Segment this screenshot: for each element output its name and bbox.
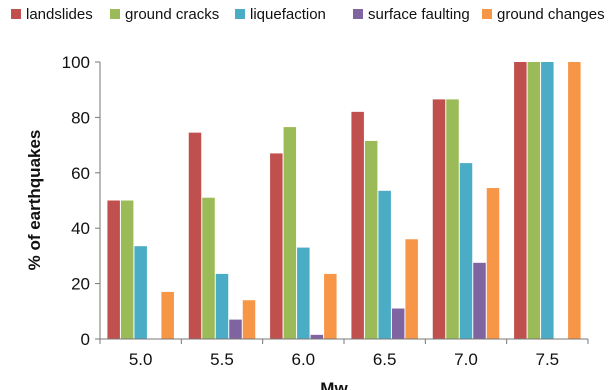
bar-ground-cracks-5.0 xyxy=(120,200,134,339)
bar-ground-cracks-7.5 xyxy=(527,62,541,339)
bar-surface-faulting-7.0 xyxy=(473,262,486,339)
bar-ground-changes-7.0 xyxy=(486,188,500,339)
bar-ground-changes-7.5 xyxy=(568,62,581,339)
y-tick-label: 80 xyxy=(71,108,90,127)
bar-landslides-5.0 xyxy=(107,200,120,339)
bar-liquefaction-7.0 xyxy=(459,163,473,339)
legend-label: surface faulting xyxy=(368,6,470,23)
x-tick-label: 7.5 xyxy=(536,350,560,369)
y-tick-label: 100 xyxy=(62,53,90,72)
bar-liquefaction-6.0 xyxy=(297,247,310,339)
bar-landslides-6.5 xyxy=(351,111,364,339)
x-tick-label: 5.5 xyxy=(210,350,234,369)
bar-ground-changes-6.5 xyxy=(405,239,418,339)
bar-liquefaction-6.5 xyxy=(378,190,391,339)
x-tick-label: 6.5 xyxy=(373,350,397,369)
x-axis-title: Mw xyxy=(320,379,348,390)
bar-ground-cracks-6.5 xyxy=(364,140,378,339)
x-tick-label: 5.0 xyxy=(129,350,153,369)
bar-ground-changes-5.0 xyxy=(161,291,174,339)
bar-landslides-7.5 xyxy=(514,62,527,339)
legend: landslides ground cracks liquefaction surfa… xyxy=(11,6,605,23)
legend-label: ground cracks xyxy=(125,6,219,23)
legend-swatch xyxy=(353,9,363,19)
x-axis: 5.0 5.5 6.0 6.5 7.0 7.5 xyxy=(99,339,589,369)
legend-swatch xyxy=(482,9,492,19)
bar-ground-cracks-7.0 xyxy=(446,99,459,340)
y-tick-label: 40 xyxy=(71,219,90,238)
bar-liquefaction-5.0 xyxy=(134,246,147,339)
legend-label: landslides xyxy=(26,6,93,23)
bar-surface-faulting-5.5 xyxy=(229,319,242,339)
legend-label: ground changes xyxy=(497,6,605,23)
y-tick-label: 20 xyxy=(71,275,90,294)
legend-swatch xyxy=(11,9,21,19)
y-tick-label: 0 xyxy=(81,330,90,349)
bar-surface-faulting-6.0 xyxy=(310,334,324,339)
bar-liquefaction-5.5 xyxy=(215,273,229,339)
y-axis: 0 20 40 60 80 100 xyxy=(62,53,100,349)
plot-area xyxy=(107,62,581,340)
legend-swatch xyxy=(110,9,120,19)
bar-ground-cracks-5.5 xyxy=(202,197,215,339)
bar-ground-cracks-6.0 xyxy=(283,127,297,339)
y-tick-label: 60 xyxy=(71,164,90,183)
bar-landslides-5.5 xyxy=(188,132,202,339)
x-tick-label: 6.0 xyxy=(292,350,316,369)
bar-ground-changes-6.0 xyxy=(324,273,337,339)
legend-swatch xyxy=(235,9,245,19)
legend-label: liquefaction xyxy=(250,6,326,23)
bar-ground-changes-5.5 xyxy=(242,300,256,339)
x-tick-label: 7.0 xyxy=(454,350,478,369)
bar-surface-faulting-6.5 xyxy=(391,308,405,339)
bar-landslides-6.0 xyxy=(270,153,283,339)
bar-liquefaction-7.5 xyxy=(541,62,554,339)
bar-landslides-7.0 xyxy=(432,99,446,340)
y-axis-title: % of earthquakes xyxy=(25,130,44,271)
